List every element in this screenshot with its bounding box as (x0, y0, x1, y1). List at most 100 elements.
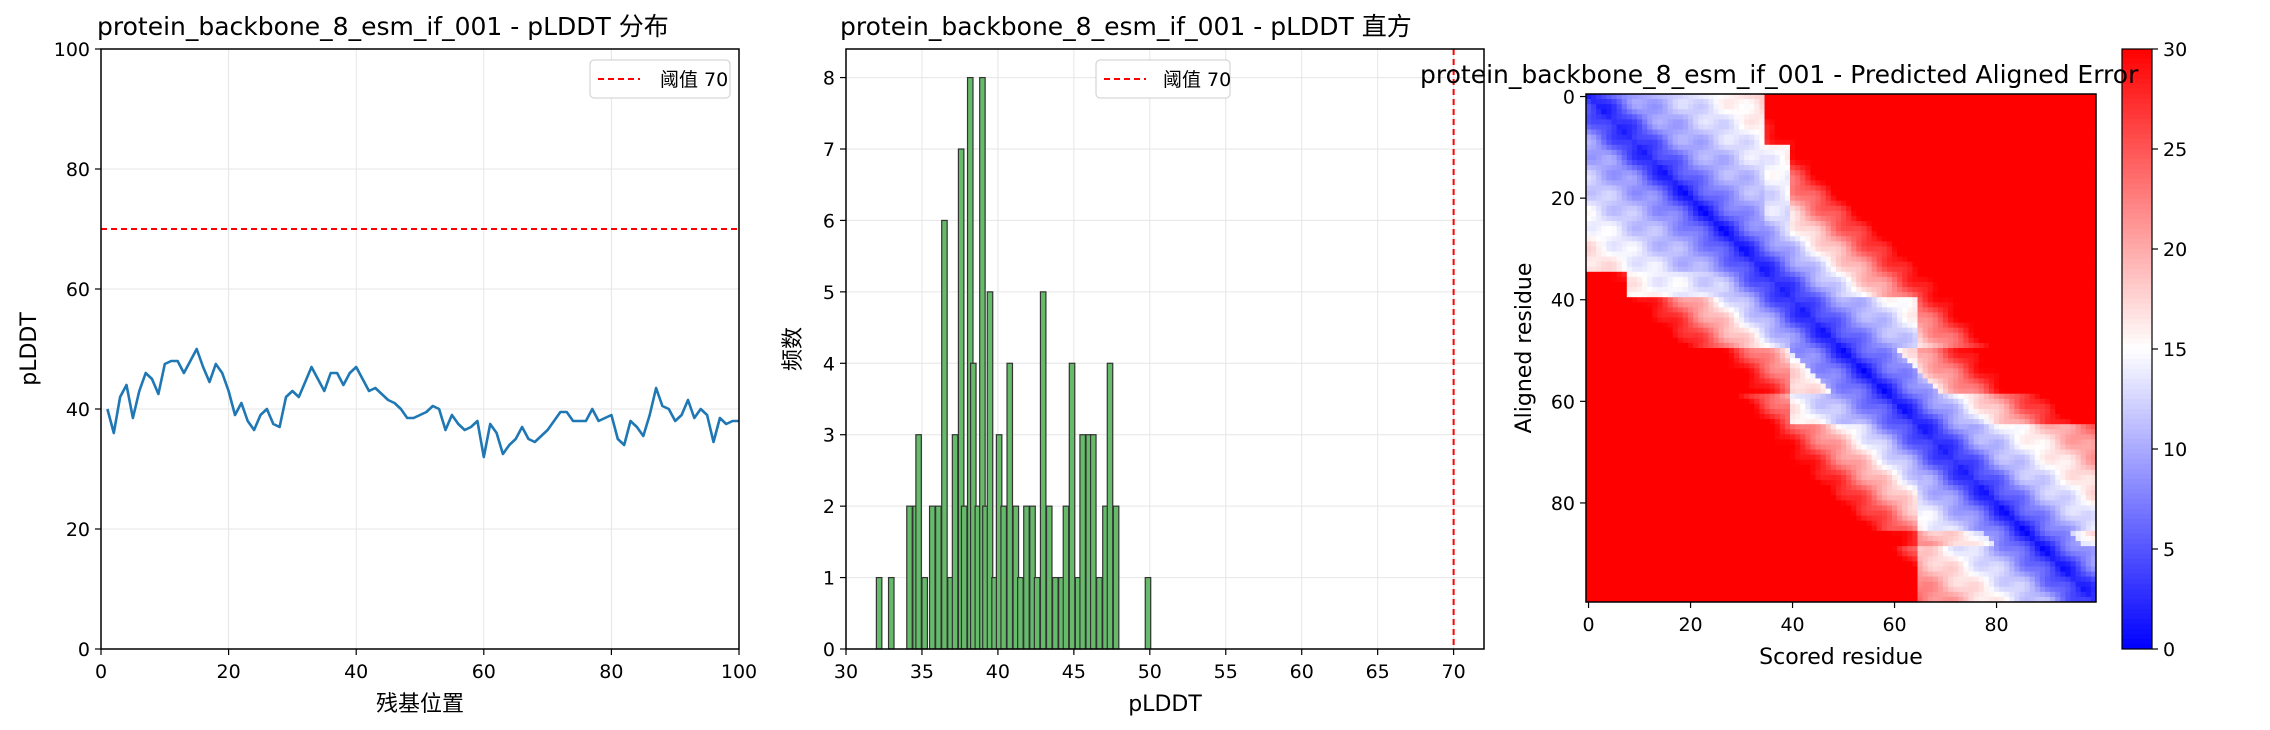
pae-cell (1591, 297, 1597, 303)
pae-cell (2004, 317, 2010, 323)
pae-cell (1907, 185, 1913, 191)
line-chart-legend-label: 阈值 70 (660, 69, 728, 91)
pae-cell (1994, 180, 2000, 186)
pae-cell (1943, 180, 1949, 186)
pae-cell (1677, 124, 1684, 130)
pae-cell (1835, 139, 1842, 146)
pae-cell (1708, 149, 1714, 156)
pae-cell (1708, 134, 1714, 141)
pae-cell (1642, 185, 1648, 191)
pae-cell (1744, 154, 1750, 161)
pae-cell (1795, 119, 1801, 125)
pae-cell (1784, 124, 1791, 130)
pae-cell (1774, 210, 1781, 217)
pae-cell (1769, 332, 1776, 339)
pae-cell (2060, 322, 2066, 329)
pae-cell (1820, 276, 1827, 283)
pae-cell (2065, 307, 2071, 313)
pae-cell (2009, 302, 2015, 308)
pae-cell (1708, 241, 1714, 247)
pae-cell (1922, 170, 1929, 176)
pae-cell (1943, 221, 1949, 227)
pae-cell (1621, 215, 1628, 222)
pae-cell (1652, 266, 1658, 273)
pae-cell (1647, 195, 1653, 202)
pae-cell (2050, 302, 2056, 308)
pae-cell (1657, 307, 1663, 313)
pae-cell (1963, 99, 1969, 105)
pae-cell (2060, 139, 2066, 146)
pae-cell (1662, 190, 1668, 196)
pae-cell (2009, 149, 2015, 156)
pae-cell (1769, 226, 1776, 232)
pae-cell (1912, 119, 1918, 125)
pae-cell (2039, 307, 2046, 313)
pae-cell (1723, 226, 1730, 232)
pae-cell (1912, 210, 1918, 217)
pae-cell (1917, 256, 1923, 263)
pae-cell (1988, 99, 1995, 105)
pae-cell (2029, 276, 2036, 283)
pae-cell (1815, 139, 1821, 146)
pae-cell (2024, 302, 2031, 308)
pae-cell (2034, 215, 2041, 222)
pae-cell (1739, 149, 1745, 156)
pae-cell (1723, 144, 1730, 151)
pae-cell (1631, 170, 1638, 176)
pae-cell (1637, 109, 1643, 115)
pae-cell (1596, 322, 1602, 329)
pae-cell (1800, 302, 1806, 308)
pae-cell (1937, 175, 1944, 181)
pae-cell (1682, 149, 1689, 156)
pae-cell (1601, 226, 1607, 232)
pae-cell (1591, 292, 1597, 298)
pae-cell (1591, 195, 1597, 202)
pae-cell (1611, 266, 1617, 273)
pae-cell (2065, 185, 2071, 191)
pae-cell (2009, 99, 2015, 105)
pae-cell (2085, 94, 2092, 100)
pae-cell (1621, 210, 1628, 217)
pae-cell (2080, 241, 2087, 247)
pae-cell (2085, 312, 2092, 318)
pae-cell (1774, 165, 1781, 171)
pae-cell (1912, 292, 1918, 298)
pae-cell (1626, 271, 1633, 278)
pae-cell (1988, 251, 1995, 257)
pae-cell (1999, 317, 2005, 323)
pae-cell (2004, 94, 2010, 100)
pae-cell (1637, 124, 1643, 130)
pae-cell (1846, 271, 1852, 278)
pae-cell (1708, 109, 1714, 115)
pae-cell (1764, 170, 1770, 176)
pae-cell (1943, 271, 1949, 278)
pae-cell (2029, 312, 2036, 318)
pae-cell (1647, 276, 1653, 283)
pae-cell (1892, 241, 1898, 247)
pae-cell (1703, 281, 1709, 288)
pae-cell (2085, 226, 2092, 232)
pae-cell (1779, 327, 1786, 334)
pae-cell (1917, 322, 1923, 329)
pae-cell (1851, 170, 1857, 176)
pae-cell (1733, 185, 1740, 191)
pae-cell (1596, 231, 1602, 237)
pae-cell (2065, 236, 2071, 242)
pae-cell (1652, 231, 1658, 237)
pae-cell (1631, 124, 1638, 130)
pae-cell (1662, 251, 1668, 257)
pae-cell (1841, 134, 1847, 141)
pae-cell (1876, 134, 1883, 141)
pae-cell (1637, 170, 1643, 176)
pae-cell (1999, 307, 2005, 313)
pae-cell (1958, 185, 1964, 191)
pae-cell (1810, 205, 1816, 212)
pae-cell (1754, 149, 1760, 156)
pae-cell (1963, 154, 1969, 161)
pae-cell (1703, 332, 1709, 339)
pae-cell (1601, 154, 1607, 161)
pae-cell (1723, 129, 1730, 136)
x-tick-label: 55 (1214, 661, 1238, 683)
pae-cell (2004, 281, 2010, 288)
pae-cell (1682, 292, 1689, 298)
